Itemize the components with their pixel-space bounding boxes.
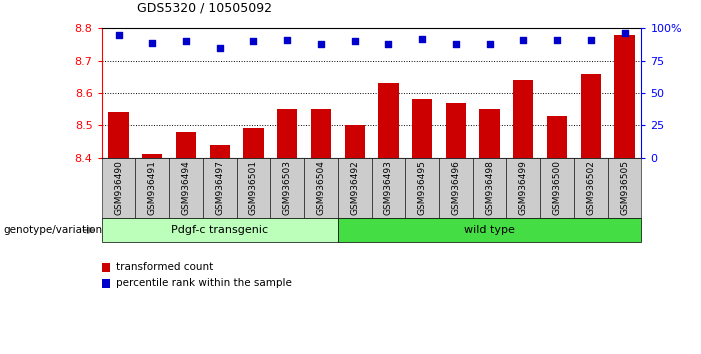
Point [585, 37, 597, 43]
Text: GSM936490: GSM936490 [114, 160, 123, 215]
Text: GSM936497: GSM936497 [215, 160, 224, 215]
Point [349, 39, 360, 44]
Point [214, 45, 225, 51]
Text: GSM936493: GSM936493 [384, 160, 393, 215]
Point [147, 40, 158, 45]
Text: wild type: wild type [464, 225, 515, 235]
Bar [479, 109, 500, 158]
Bar [580, 74, 601, 158]
Text: transformed count: transformed count [116, 262, 213, 272]
Text: GSM936495: GSM936495 [418, 160, 427, 215]
Bar [176, 132, 196, 158]
Text: Pdgf-c transgenic: Pdgf-c transgenic [171, 225, 268, 235]
Point [113, 32, 124, 38]
Point [315, 41, 327, 47]
Point [518, 37, 529, 43]
Bar [412, 99, 433, 158]
Text: GSM936498: GSM936498 [485, 160, 494, 215]
Bar [379, 83, 399, 158]
Text: GSM936501: GSM936501 [249, 160, 258, 215]
Text: GSM936492: GSM936492 [350, 160, 359, 215]
Bar [446, 103, 466, 158]
Point [383, 41, 394, 47]
Text: GSM936496: GSM936496 [451, 160, 461, 215]
Text: GSM936494: GSM936494 [182, 160, 191, 215]
Bar [243, 129, 264, 158]
Text: GSM936504: GSM936504 [316, 160, 325, 215]
Point [180, 39, 191, 44]
Text: genotype/variation: genotype/variation [4, 225, 102, 235]
Text: percentile rank within the sample: percentile rank within the sample [116, 278, 292, 288]
Bar [277, 109, 297, 158]
Text: GSM936503: GSM936503 [283, 160, 292, 215]
Text: GSM936491: GSM936491 [148, 160, 157, 215]
Point [282, 37, 293, 43]
Point [416, 36, 428, 41]
Text: GDS5320 / 10505092: GDS5320 / 10505092 [137, 1, 272, 14]
Point [619, 31, 630, 36]
Bar [311, 109, 331, 158]
Point [484, 41, 495, 47]
Bar [547, 115, 567, 158]
Bar [345, 125, 365, 158]
Bar [513, 80, 533, 158]
Text: GSM936502: GSM936502 [586, 160, 595, 215]
Bar [210, 145, 230, 158]
Bar [142, 154, 163, 158]
Point [450, 41, 461, 47]
Text: GSM936500: GSM936500 [552, 160, 562, 215]
Text: GSM936505: GSM936505 [620, 160, 629, 215]
Text: GSM936499: GSM936499 [519, 160, 528, 215]
Point [552, 37, 563, 43]
Point [248, 39, 259, 44]
Bar [614, 35, 634, 158]
Bar [109, 112, 129, 158]
